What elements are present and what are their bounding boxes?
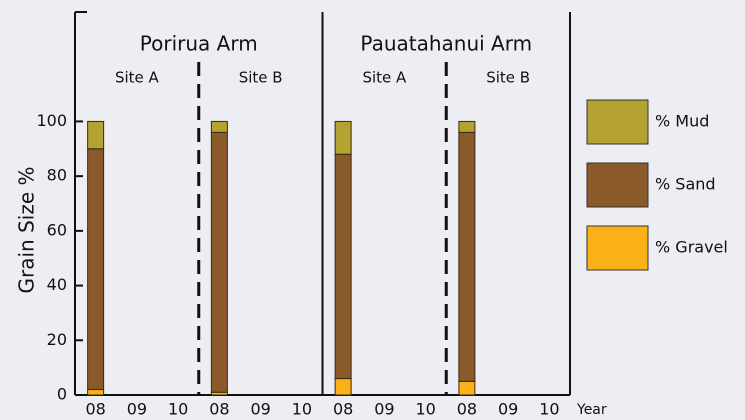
bar-segment (87, 148, 105, 391)
y-tick-label: 0 (57, 385, 67, 404)
bar-segment (210, 131, 228, 393)
y-tick-label: 100 (36, 111, 67, 130)
x-tick-label: 08 (333, 400, 353, 419)
legend-swatch (586, 162, 649, 208)
y-axis-label: Grain Size % (15, 167, 39, 294)
legend-label: % Sand (655, 175, 716, 194)
bar-segment (334, 153, 352, 380)
legend-label: % Gravel (655, 238, 728, 257)
x-tick-label: 09 (498, 400, 518, 419)
x-tick-label: 08 (209, 400, 229, 419)
x-axis-label: Year (576, 402, 607, 418)
bar-segment (210, 120, 228, 133)
x-tick-label: 10 (292, 400, 312, 419)
y-tick-label: 80 (47, 166, 67, 185)
bar-segment (334, 378, 352, 396)
bar-segment (458, 120, 476, 133)
site-label: Site B (239, 69, 283, 87)
x-tick-label: 08 (457, 400, 477, 419)
legend-swatch (586, 99, 649, 145)
y-tick-label: 60 (47, 220, 67, 239)
x-tick-label: 10 (539, 400, 559, 419)
bar-segment (334, 120, 352, 155)
bar-segment (87, 120, 105, 150)
x-tick-label: 09 (374, 400, 394, 419)
y-tick-label: 20 (47, 330, 67, 349)
site-label: Site B (486, 69, 530, 87)
x-tick-label: 10 (415, 400, 435, 419)
bar-segment (458, 131, 476, 382)
y-tick-label: 40 (47, 275, 67, 294)
site-label: Site A (362, 69, 407, 87)
group-title: Pauatahanui Arm (360, 32, 532, 56)
x-tick-label: 10 (168, 400, 188, 419)
x-tick-label: 09 (250, 400, 270, 419)
bar-segment (458, 380, 476, 396)
x-tick-label: 08 (85, 400, 105, 419)
x-tick-label: 09 (127, 400, 147, 419)
legend-swatch (586, 225, 649, 271)
site-label: Site A (115, 69, 160, 87)
bar-segment (87, 389, 105, 396)
legend-label: % Mud (655, 112, 709, 131)
group-title: Porirua Arm (140, 32, 258, 56)
